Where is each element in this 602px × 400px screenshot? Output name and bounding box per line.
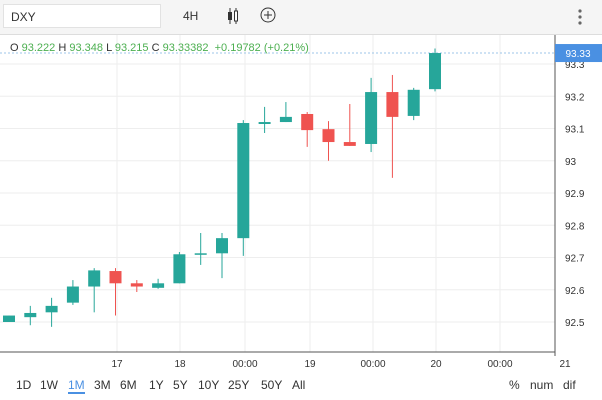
candle-body (279, 116, 292, 123)
candle-body (152, 283, 165, 288)
range-button-1y[interactable]: 1Y (149, 378, 164, 392)
range-button-25y[interactable]: 25Y (228, 378, 250, 392)
candle-body (258, 122, 271, 124)
range-button-3m[interactable]: 3M (94, 378, 111, 392)
candle-body (173, 254, 186, 284)
close-label: C (151, 42, 160, 54)
scale-mode-num[interactable]: num (530, 378, 554, 392)
open-value: 93.222 (21, 42, 56, 54)
low-label: L (106, 42, 112, 54)
candle-body (343, 142, 356, 146)
y-tick-label: 92.7 (565, 254, 585, 265)
x-tick-label: 21 (559, 359, 571, 370)
y-tick-label: 92.9 (565, 189, 585, 200)
candle-body (3, 315, 15, 322)
last-price-tag (555, 44, 602, 63)
candle-body (109, 271, 122, 284)
x-tick-label: 17 (111, 359, 123, 370)
open-label: O (10, 42, 19, 54)
interval-button[interactable]: 4H (183, 9, 199, 23)
candlestick-type-icon[interactable] (226, 6, 240, 29)
range-button-5y[interactable]: 5Y (173, 378, 188, 392)
more-menu-icon[interactable] (577, 8, 583, 29)
x-tick-label: 19 (304, 359, 316, 370)
y-tick-label: 92.6 (565, 286, 585, 297)
candle-body (24, 312, 37, 318)
x-tick-label: 00:00 (360, 359, 385, 370)
range-button-all[interactable]: All (292, 378, 306, 392)
high-label: H (58, 42, 67, 54)
candle-body (45, 305, 58, 313)
candle-body (365, 92, 378, 144)
symbol-input[interactable]: DXY (3, 4, 161, 28)
range-button-1w[interactable]: 1W (40, 378, 58, 392)
candle-body (322, 129, 335, 143)
x-tick-label: 20 (430, 359, 442, 370)
y-tick-label: 93.2 (565, 92, 585, 103)
scale-mode-dif[interactable]: dif (563, 378, 576, 392)
last-price-tag-label: 93.33 (565, 49, 590, 60)
range-button-10y[interactable]: 10Y (198, 378, 220, 392)
add-indicator-icon[interactable] (259, 6, 277, 27)
candle-body (237, 123, 250, 239)
x-tick-label: 00:00 (232, 359, 257, 370)
y-tick-label: 92.8 (565, 221, 585, 232)
candle-body (130, 283, 143, 287)
range-button-1m[interactable]: 1M (68, 378, 85, 394)
candle-body (407, 89, 420, 116)
candle-body (386, 92, 399, 117)
range-button-1d[interactable]: 1D (16, 378, 32, 392)
y-tick-label: 93 (565, 157, 577, 168)
y-tick-label: 93.3 (565, 60, 585, 71)
toolbar: DXY 4H (0, 0, 602, 35)
low-value: 93.215 (114, 42, 149, 54)
close-value: 93.33382 (162, 42, 209, 54)
x-tick-label: 00:00 (487, 359, 512, 370)
y-tick-label: 92.5 (565, 318, 585, 329)
change-value: +0.19782 (+0.21%) (214, 42, 309, 54)
candle-body (301, 113, 314, 131)
candle-body (194, 253, 207, 255)
x-tick-label: 18 (174, 359, 186, 370)
range-button-50y[interactable]: 50Y (261, 378, 283, 392)
high-value: 93.348 (69, 42, 104, 54)
candle-body (88, 270, 101, 287)
range-button-6m[interactable]: 6M (120, 378, 137, 392)
y-tick-label: 93.1 (565, 125, 585, 136)
candle-body (429, 53, 441, 90)
candle-body (66, 286, 79, 303)
scale-mode-percent[interactable]: % (509, 378, 520, 392)
ohlc-legend: O 93.222 H 93.348 L 93.215 C 93.33382 +0… (10, 42, 309, 54)
candle-body (216, 238, 228, 254)
